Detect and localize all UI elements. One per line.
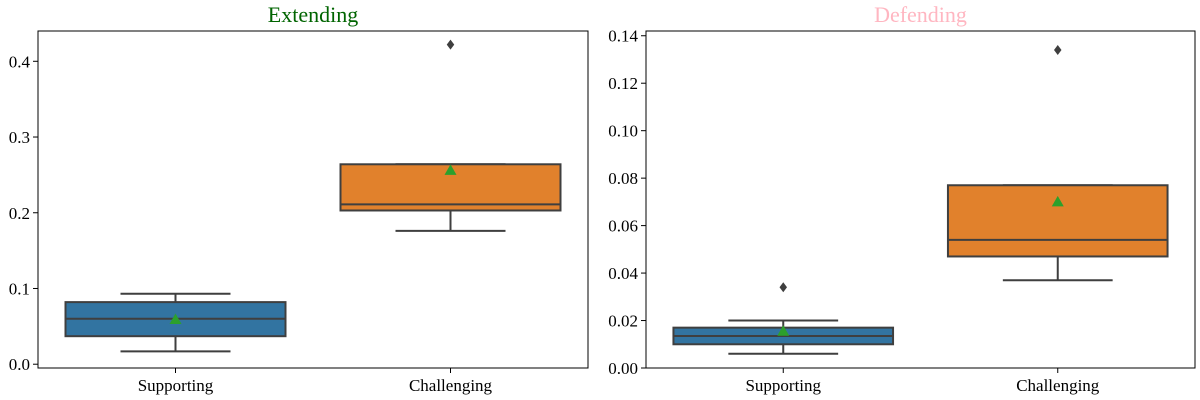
mean-marker: [777, 325, 790, 336]
box-challenging: [946, 44, 1169, 282]
y-tick-label: 0.00: [608, 359, 638, 378]
chart-panel-defending: Defending 0.00 0.02 0.04 0.06 0.08 0.10 0.12 0.1…: [608, 2, 1196, 395]
x-tick-label: Supporting: [745, 376, 821, 395]
mean-marker: [444, 164, 457, 175]
chart-title: Defending: [874, 2, 967, 27]
y-tick-label: 0.1: [9, 279, 30, 298]
mean-marker: [1051, 195, 1064, 207]
x-tick-label: Challenging: [409, 376, 493, 395]
y-tick-label: 0.08: [608, 169, 638, 188]
y-tick-label: 0.12: [608, 74, 638, 93]
box-supporting: [672, 282, 895, 355]
plot-frame: [645, 30, 1196, 369]
chart-title: Extending: [268, 2, 358, 27]
mean-marker: [169, 313, 182, 325]
box-challenging: [339, 39, 562, 232]
y-tick-label: 0.4: [9, 52, 31, 71]
y-tick-label: 0.06: [608, 217, 638, 236]
outlier-point: [1054, 44, 1062, 55]
outlier-point: [779, 282, 787, 293]
chart-panel-extending: Extending 0.0 0.1 0.2 0.3 0.4 Supporting Challe…: [9, 2, 589, 395]
y-tick-label: 0.0: [9, 355, 30, 374]
y-tick-label: 0.10: [608, 122, 638, 141]
plot-frame: [37, 30, 589, 369]
y-tick-label: 0.14: [608, 27, 638, 46]
y-tick-label: 0.04: [608, 264, 638, 283]
x-tick-label: Challenging: [1016, 376, 1100, 395]
x-tick-label: Supporting: [138, 376, 214, 395]
y-tick-label: 0.02: [608, 312, 638, 331]
y-tick-label: 0.2: [9, 204, 30, 223]
y-tick-label: 0.3: [9, 128, 30, 147]
box-supporting: [64, 292, 287, 353]
outlier-point: [446, 39, 455, 50]
